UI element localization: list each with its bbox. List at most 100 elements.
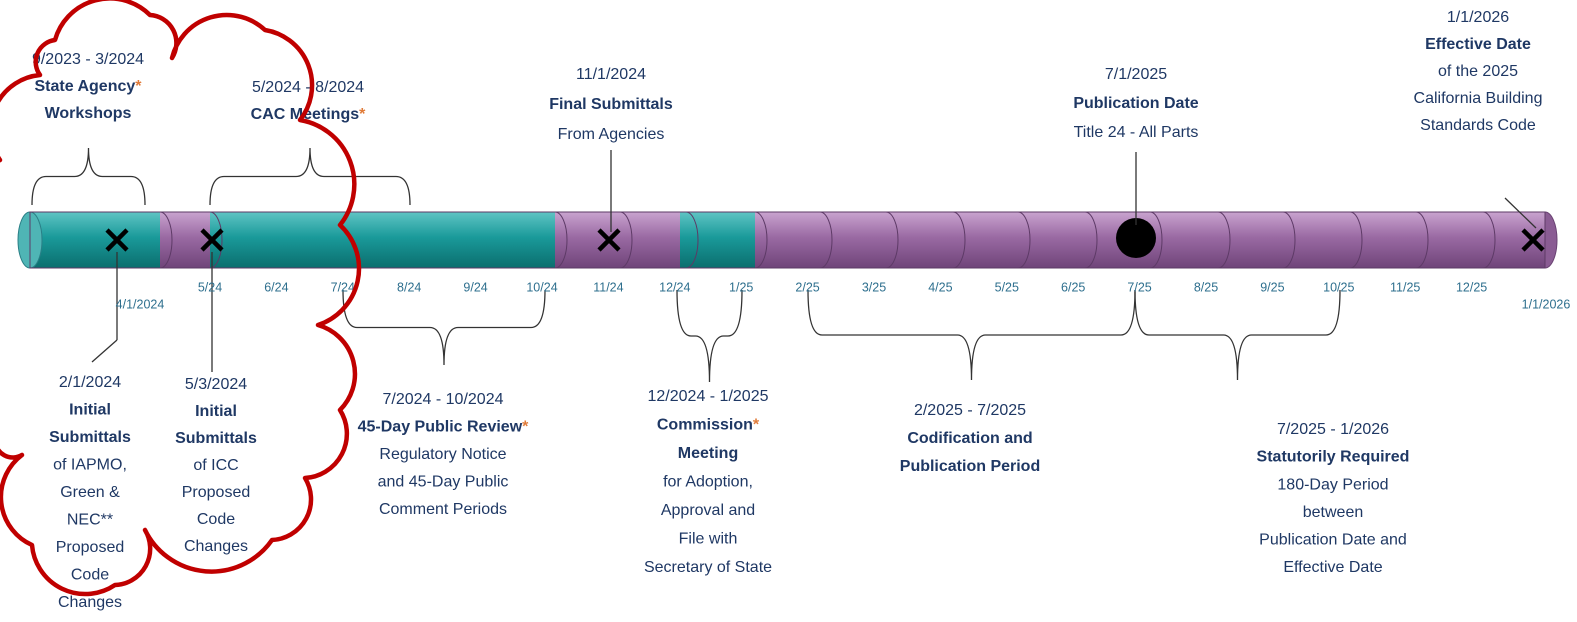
heading-text: Commission: [657, 417, 753, 434]
event-text: Title 24 - All Parts: [1074, 124, 1199, 141]
event-heading: Publication Date: [1073, 95, 1198, 112]
event-text: of IAPMO,: [53, 457, 127, 474]
heading-text: Effective Date: [1425, 36, 1531, 53]
event-text: Changes: [58, 594, 122, 611]
month-label: 1/25: [729, 280, 753, 294]
event-date: 11/1/2024: [576, 66, 646, 83]
month-label: 6/25: [1061, 280, 1085, 294]
event-text: Effective Date: [1283, 559, 1382, 576]
month-label: 10/25: [1323, 280, 1354, 294]
event-heading: Publication Period: [900, 458, 1040, 475]
heading-text: Meeting: [678, 445, 738, 462]
month-label: 12/24: [659, 280, 690, 294]
event-date: 5/2024 - 8/2024: [252, 79, 364, 96]
event-date: 7/1/2025: [1105, 66, 1167, 83]
brace: [32, 148, 145, 205]
heading-text: Initial: [195, 403, 237, 420]
event-text: From Agencies: [558, 126, 665, 143]
event-heading: Workshops: [45, 105, 132, 122]
heading-text: 45-Day Public Review: [358, 419, 523, 436]
month-label: 10/24: [526, 280, 557, 294]
event-text: and 45-Day Public: [378, 474, 509, 491]
event-text: Changes: [184, 538, 248, 555]
month-label: 5/25: [995, 280, 1019, 294]
asterisk: *: [359, 106, 366, 123]
event-text: Code: [71, 567, 109, 584]
month-label: 2/25: [795, 280, 819, 294]
heading-text: Submittals: [49, 429, 131, 446]
heading-text: Workshops: [45, 105, 132, 122]
timeline-bar: [18, 212, 1557, 268]
month-label: 12/25: [1456, 280, 1487, 294]
heading-text: Initial: [69, 402, 111, 419]
event-date: 5/3/2024: [185, 376, 247, 393]
month-label: 9/24: [463, 280, 487, 294]
month-label: 5/24: [198, 280, 222, 294]
event-text: of ICC: [193, 457, 238, 474]
event-text: Green &: [60, 484, 120, 501]
heading-text: Publication Period: [900, 458, 1040, 475]
event-heading: Submittals: [49, 429, 131, 446]
event-date: 2/2025 - 7/2025: [914, 402, 1026, 419]
month-label: 3/25: [862, 280, 886, 294]
event-heading: Effective Date: [1425, 36, 1531, 53]
event-text: Proposed: [182, 484, 251, 501]
event-heading: Initial: [195, 403, 237, 420]
event-heading: Statutorily Required: [1257, 449, 1410, 466]
asterisk: *: [522, 419, 529, 436]
heading-text: Codification and: [907, 430, 1032, 447]
event-text: between: [1303, 504, 1364, 521]
month-label: 7/25: [1127, 280, 1151, 294]
heading-text: Final Submittals: [549, 96, 673, 113]
bar-segment: [680, 212, 755, 268]
month-label: 8/25: [1194, 280, 1218, 294]
event-heading: Initial: [69, 402, 111, 419]
heading-text: Statutorily Required: [1257, 449, 1410, 466]
event-text: 180-Day Period: [1277, 476, 1388, 493]
brace: [343, 290, 545, 365]
event-heading: Commission*: [657, 417, 760, 434]
event-date: 1/1/2026: [1447, 9, 1509, 26]
brace: [210, 148, 410, 205]
heading-text: State Agency: [34, 78, 135, 95]
event-text: Publication Date and: [1259, 532, 1407, 549]
event-text: Code: [197, 511, 235, 528]
bar-segment: [30, 212, 160, 268]
bar-end-cap: [1545, 212, 1557, 268]
heading-text: Publication Date: [1073, 95, 1198, 112]
event-date: 9/2023 - 3/2024: [32, 51, 144, 68]
month-label: 7/24: [331, 280, 355, 294]
event-text: NEC**: [67, 512, 113, 529]
bar-segment: [555, 212, 680, 268]
month-label: 8/24: [397, 280, 421, 294]
heading-text: Submittals: [175, 430, 257, 447]
event-heading: Submittals: [175, 430, 257, 447]
brace: [1135, 290, 1340, 380]
month-label: 9/25: [1260, 280, 1284, 294]
event-text: Standards Code: [1420, 117, 1536, 134]
event-date: 7/2025 - 1/2026: [1277, 421, 1389, 438]
leader-line: [92, 340, 117, 362]
month-label: 11/24: [593, 280, 623, 294]
bar-segment: [210, 212, 555, 268]
event-date: 7/2024 - 10/2024: [383, 391, 504, 408]
event-text: Comment Periods: [379, 501, 507, 518]
event-heading: State Agency*: [34, 78, 142, 95]
month-label: 4/25: [928, 280, 952, 294]
brace: [677, 290, 742, 382]
month-label: 11/25: [1390, 280, 1420, 294]
timeline-diagram: 9/2023 - 3/2024State Agency*Workshops5/2…: [0, 0, 1577, 622]
end-date-label: 4/1/2024: [116, 297, 165, 311]
month-label: 6/24: [264, 280, 288, 294]
event-date: 12/2024 - 1/2025: [648, 388, 769, 405]
event-text: for Adoption,: [663, 474, 753, 491]
event-heading: Meeting: [678, 445, 738, 462]
end-date-label: 1/1/2026: [1522, 297, 1571, 311]
event-text: Approval and: [661, 502, 755, 519]
asterisk: *: [135, 78, 142, 95]
event-text: File with: [679, 531, 738, 548]
event-text: of the 2025: [1438, 63, 1518, 80]
asterisk: *: [753, 417, 760, 434]
brace: [808, 290, 1135, 380]
event-date: 2/1/2024: [59, 374, 121, 391]
